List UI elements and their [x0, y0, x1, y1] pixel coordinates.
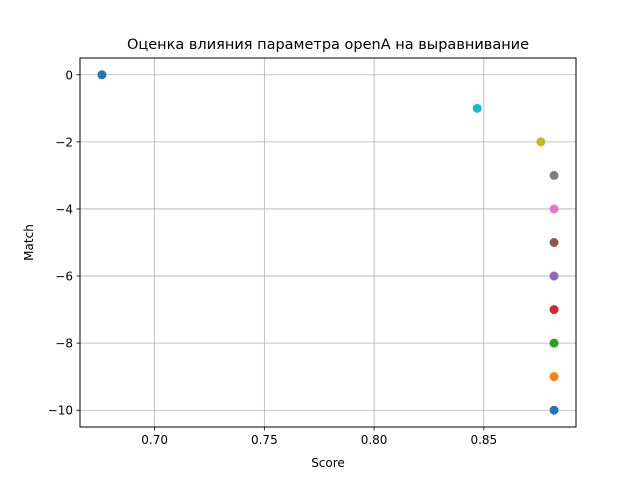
grid-lines [80, 58, 576, 427]
data-point [536, 137, 546, 147]
data-point [472, 103, 482, 113]
x-tick-label: 0.70 [141, 433, 168, 447]
data-point [549, 372, 559, 382]
y-tick-label: −10 [48, 404, 73, 418]
chart-title: Оценка влияния параметра openA на выравн… [127, 37, 529, 53]
data-points [97, 70, 559, 415]
data-point [549, 204, 559, 214]
y-tick-label: −2 [55, 135, 73, 149]
data-point [549, 271, 559, 281]
data-point [549, 405, 559, 415]
y-tick-label: −8 [55, 337, 73, 351]
x-tick-label: 0.80 [361, 433, 388, 447]
y-axis-label: Match [22, 224, 36, 261]
x-axis: 0.70 0.75 0.80 0.85 [141, 427, 497, 447]
y-tick-label: −6 [55, 270, 73, 284]
plot-frame [79, 57, 577, 428]
x-tick-label: 0.85 [470, 433, 497, 447]
data-point [97, 70, 107, 80]
y-axis: 0 −2 −4 −6 −8 −10 [48, 68, 80, 418]
x-tick-label: 0.75 [251, 433, 278, 447]
data-point [549, 238, 559, 247]
x-axis-label: Score [311, 456, 345, 470]
data-point [549, 170, 559, 180]
data-point [549, 305, 559, 315]
y-tick-label: −4 [55, 202, 73, 216]
data-point [549, 338, 559, 348]
y-tick-label: 0 [65, 68, 73, 82]
